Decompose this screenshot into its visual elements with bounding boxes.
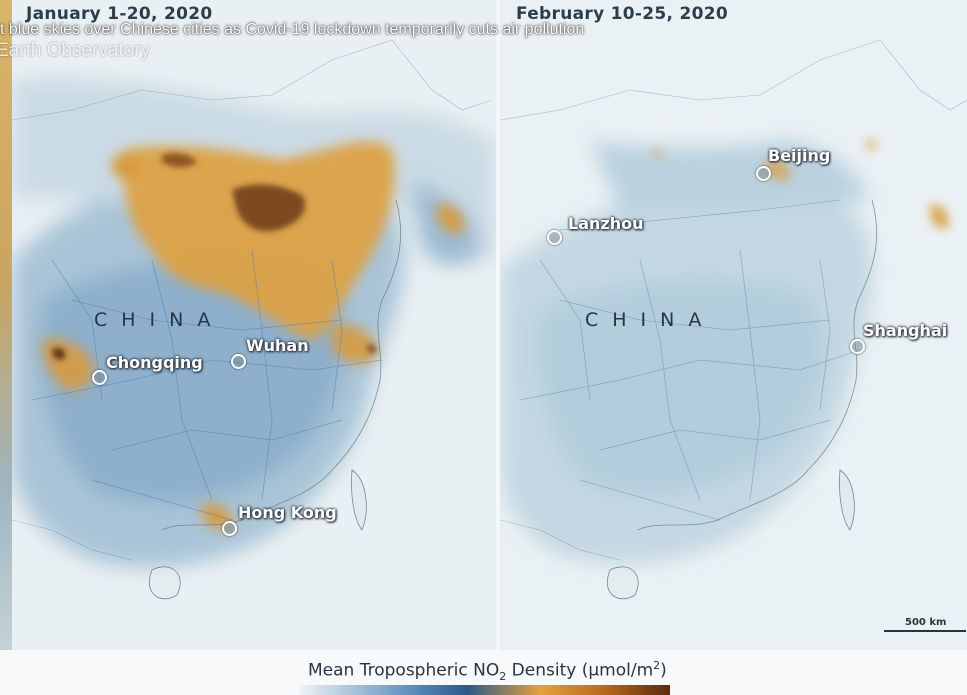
legend-title-superscript: 2 — [653, 659, 661, 672]
legend-title-prefix: Mean Tropospheric NO — [308, 660, 500, 681]
scale-bar-label: 500 km — [905, 617, 947, 628]
country-label-china-left: CHINA — [94, 309, 225, 331]
panel-divider — [496, 0, 500, 650]
scale-bar — [884, 630, 966, 632]
city-marker-lanzhou — [547, 230, 562, 245]
map-panel-february: February 10-25, 2020 CHINA Beijing Lanzh… — [500, 0, 967, 650]
city-marker-chongqing — [92, 370, 107, 385]
city-label-wuhan: Wuhan — [246, 336, 309, 355]
legend-title-suffix: ) — [660, 660, 667, 681]
city-label-hong-kong: Hong Kong — [238, 503, 337, 522]
map-panel-january: January 1-20, 2020 CHINA Chongqing Wuhan… — [12, 0, 496, 650]
city-marker-shanghai — [850, 339, 865, 354]
date-range-february: February 10-25, 2020 — [516, 4, 729, 24]
video-overlay-title: t blue skies over Chinese cities as Covi… — [0, 21, 585, 38]
city-marker-wuhan — [231, 354, 246, 369]
legend-title: Mean Tropospheric NO2 Density (μmol/m2) — [308, 659, 667, 683]
video-overlay-source: Earth Observatory — [0, 40, 151, 61]
city-label-lanzhou: Lanzhou — [568, 214, 644, 233]
country-label-china-right: CHINA — [585, 309, 716, 331]
city-marker-beijing — [756, 166, 771, 181]
legend-title-subscript: 2 — [499, 670, 507, 684]
date-range-january: January 1-20, 2020 — [26, 4, 213, 24]
legend-title-middle: Density (μmol/m — [506, 660, 654, 681]
legend-color-ramp — [300, 685, 670, 695]
city-label-beijing: Beijing — [768, 146, 831, 165]
map-february-graphic — [500, 0, 967, 650]
left-edge-strip — [0, 0, 12, 695]
city-marker-hong-kong — [222, 521, 237, 536]
map-january-graphic — [12, 0, 496, 650]
city-label-chongqing: Chongqing — [106, 353, 203, 372]
city-label-shanghai: Shanghai — [863, 321, 948, 340]
